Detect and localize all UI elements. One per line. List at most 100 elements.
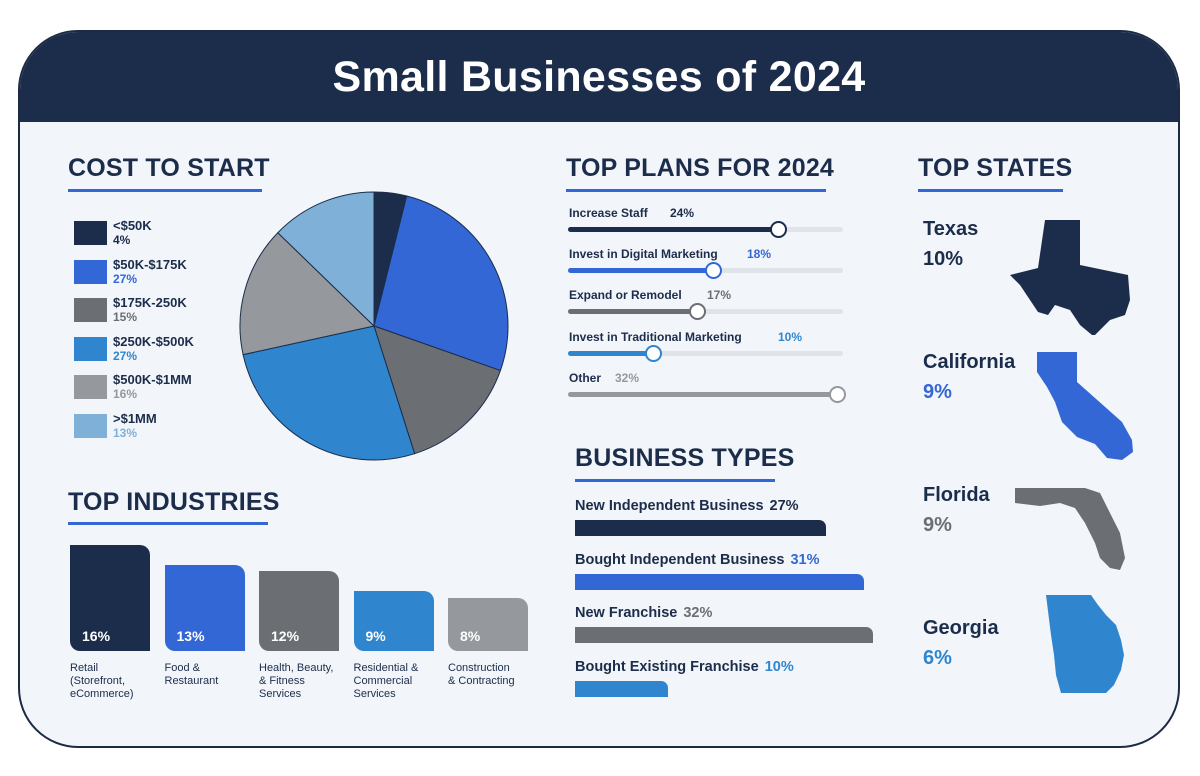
pie-slice <box>239 232 376 356</box>
business-type-name: New Franchise <box>575 605 678 621</box>
industry-label-line: & Fitness <box>259 675 305 687</box>
industry-label: Construction & Contracting <box>448 662 533 688</box>
industry-label: Health, Beauty, & Fitness Services <box>259 662 344 701</box>
plan-track <box>568 344 843 362</box>
plan-pct: 17% <box>707 288 732 303</box>
plan-track <box>568 262 843 280</box>
state-pct: 10% <box>923 248 964 270</box>
texas-map-icon <box>1010 220 1130 335</box>
legend-swatch <box>74 413 107 438</box>
top-states-title: TOP STATES <box>918 154 1073 182</box>
legend-swatch <box>74 336 107 361</box>
industry-label-line: Residential & <box>353 662 419 674</box>
plan-pct: 10% <box>778 329 803 344</box>
industry-label-line: Commercial <box>353 675 413 687</box>
plan-label: Increase Staff <box>569 206 648 220</box>
legend-label: $175K-250K <box>113 295 187 310</box>
header-banner: Small Businesses of 2024 <box>20 32 1178 122</box>
california-map-icon <box>1037 352 1133 460</box>
industry-bar: 12% <box>259 571 339 651</box>
business-type-bar <box>575 627 873 643</box>
business-type-label: Bought Existing Franchise 10% <box>575 659 794 675</box>
plan-fill <box>568 227 779 232</box>
top-industries-underline <box>68 522 268 525</box>
top-states-underline <box>918 189 1063 192</box>
florida-map-icon <box>1015 488 1125 570</box>
pie-slice <box>277 191 375 328</box>
pie-slice <box>242 325 416 461</box>
cost-to-start-underline <box>68 189 262 192</box>
industry-label-line: Services <box>259 688 302 700</box>
pie-slice <box>373 195 509 372</box>
industry-bar: 16% <box>70 545 150 651</box>
legend-swatch <box>74 259 107 284</box>
industry-label-line: Restaurant <box>164 675 219 687</box>
industry-pct: 9% <box>365 628 386 644</box>
industry-label: Food & Restaurant <box>165 662 250 688</box>
industry-bar: 8% <box>448 598 528 651</box>
state-shape <box>1037 352 1133 460</box>
business-type-pct: 31% <box>790 551 820 568</box>
plan-fill <box>568 350 654 356</box>
plan-track <box>568 221 843 238</box>
plan-pct: 24% <box>670 206 695 220</box>
industry-bar: 13% <box>164 565 245 651</box>
state-name: Florida <box>923 484 990 506</box>
pie-slice <box>373 325 502 455</box>
legend-value: 27% <box>113 348 138 363</box>
industry-label-line: Health, Beauty, <box>259 662 334 674</box>
business-type-name: Bought Independent Business <box>575 551 785 568</box>
state-pct: 9% <box>923 514 952 536</box>
plan-pct: 32% <box>615 370 640 385</box>
legend-label: >$1MM <box>113 410 157 426</box>
slider-knob <box>689 303 706 321</box>
legend-swatch <box>74 375 107 399</box>
business-type-label: Bought Independent Business 31% <box>575 552 819 568</box>
industry-label-line: Construction <box>448 662 510 674</box>
business-type-label: New Franchise 32% <box>575 605 712 621</box>
business-type-name: New Independent Business <box>575 498 764 514</box>
industry-pct: 8% <box>460 628 481 644</box>
state-pct: 9% <box>923 381 952 403</box>
plan-label: Other <box>569 370 602 385</box>
industry-label-line: eCommerce) <box>70 688 134 700</box>
legend-value: 15% <box>113 310 138 324</box>
industry-label-line: Food & <box>164 662 200 674</box>
plan-label: Invest in Digital Marketing <box>569 247 718 262</box>
plan-fill <box>568 268 714 274</box>
state-name: California <box>923 351 1016 373</box>
legend-value: 16% <box>113 387 138 401</box>
legend-label: $500K-$1MM <box>113 372 192 387</box>
slider-knob <box>770 221 787 238</box>
page-title: Small Businesses of 2024 <box>332 52 866 101</box>
industry-label-line: Retail <box>70 662 99 674</box>
business-type-bar <box>575 520 826 536</box>
top-plans-title: TOP PLANS FOR 2024 <box>566 154 835 182</box>
industry-label: Residential & Commercial Services <box>354 662 439 701</box>
industry-pct: 12% <box>271 628 300 644</box>
state-shape <box>1046 595 1124 693</box>
plan-track <box>568 303 843 321</box>
business-types-title: BUSINESS TYPES <box>575 444 795 472</box>
state-name: Texas <box>923 218 979 240</box>
top-industries-title: TOP INDUSTRIES <box>68 488 280 516</box>
industry-pct: 16% <box>82 628 111 644</box>
industry-bar: 9% <box>353 591 434 651</box>
industry-label-line: (Storefront, <box>70 675 126 687</box>
business-type-bar <box>575 680 668 697</box>
industry-pct: 13% <box>176 628 205 644</box>
plan-label: Invest in Traditional Marketing <box>569 329 742 344</box>
legend-value: 13% <box>113 425 138 440</box>
business-type-pct: 32% <box>683 605 713 621</box>
business-types-underline <box>575 479 775 482</box>
cost-pie-chart <box>239 191 509 461</box>
legend-value: 4% <box>113 233 131 247</box>
business-type-pct: 27% <box>769 498 799 514</box>
business-type-pct: 10% <box>764 658 794 675</box>
business-type-name: Bought Existing Franchise <box>575 658 759 675</box>
state-shape <box>1015 488 1125 570</box>
legend-label: <$50K <box>113 218 152 233</box>
slider-knob <box>829 385 846 403</box>
state-shape <box>1010 220 1130 335</box>
plan-fill <box>568 309 698 315</box>
